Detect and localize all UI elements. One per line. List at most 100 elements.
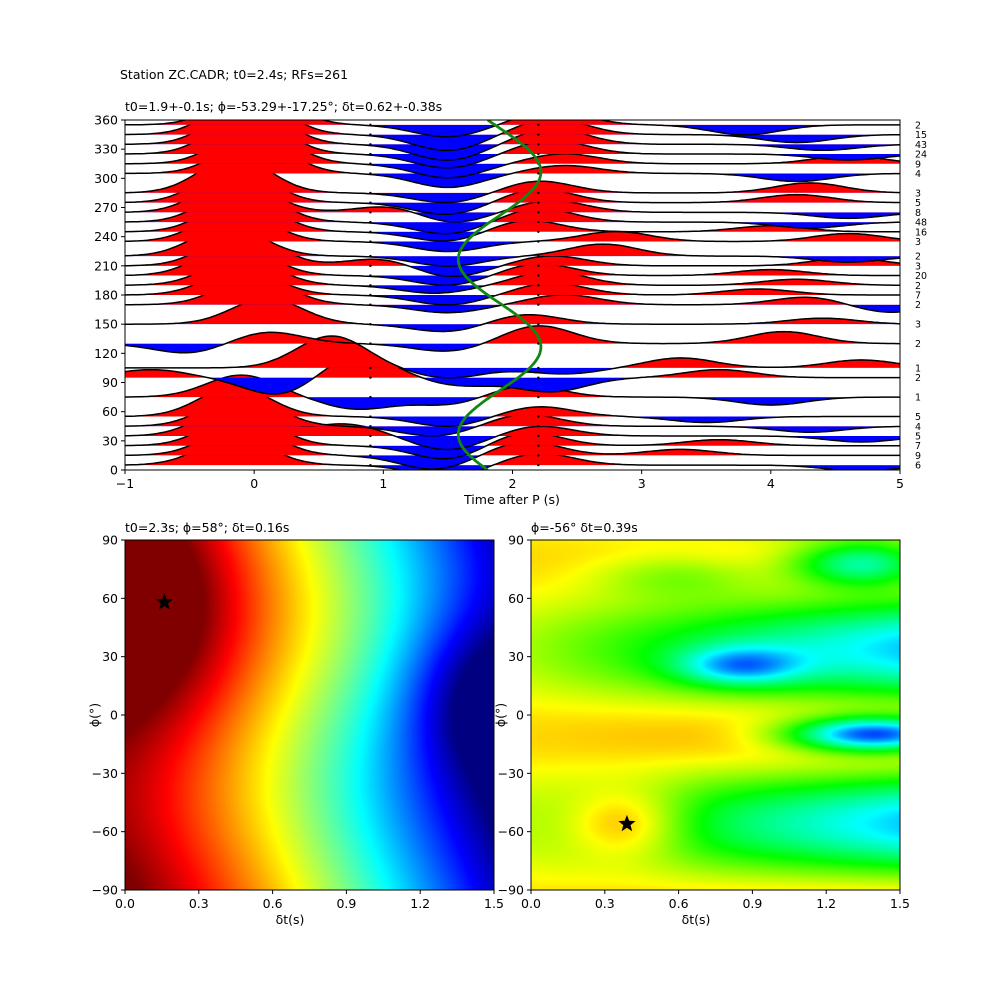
- trace-count-label: 7: [915, 291, 921, 302]
- y-tick-label: 150: [94, 317, 118, 332]
- trace-marker: [369, 303, 372, 306]
- trace-marker: [369, 366, 372, 370]
- trace-marker: [537, 211, 540, 214]
- trace-count-label: 3: [915, 261, 921, 272]
- trace-marker: [369, 172, 372, 175]
- trace-positive-fill: [125, 120, 900, 135]
- x-tick-label: 2: [509, 476, 517, 491]
- trace-count-label: 4: [915, 169, 921, 180]
- trace-marker: [369, 395, 372, 399]
- trace-line: [125, 325, 900, 354]
- wiggle-trace: [125, 325, 900, 354]
- trace-count-label: 7: [915, 441, 921, 452]
- trace-marker: [369, 143, 372, 146]
- trace-marker: [537, 293, 540, 297]
- trace-line: [125, 335, 900, 379]
- y-tick-label: 90: [102, 533, 118, 548]
- y-tick-label: 60: [508, 591, 524, 606]
- trace-negative-fill: [125, 144, 900, 161]
- trace-count-label: 5: [915, 198, 921, 209]
- x-tick-label: 3: [638, 476, 646, 491]
- x-tick-label: 4: [767, 476, 775, 491]
- trace-line: [125, 120, 900, 169]
- y-tick-label: 60: [102, 591, 118, 606]
- delay-curve: [456, 120, 543, 470]
- x-tick-label: 0.9: [336, 896, 356, 911]
- trace-marker: [537, 201, 540, 204]
- best-fit-star-icon: [155, 593, 173, 610]
- trace-positive-fill: [125, 166, 900, 203]
- y-tick-label: 180: [94, 288, 118, 303]
- wiggle-xlabel: Time after P (s): [463, 492, 560, 507]
- trace-negative-fill: [125, 465, 900, 470]
- trace-marker: [537, 463, 540, 467]
- trace-count-label: 2: [915, 300, 921, 311]
- trace-count-label: 15: [915, 130, 927, 141]
- trace-count-label: 20: [915, 271, 927, 282]
- trace-positive-fill: [125, 336, 900, 368]
- trace-marker: [369, 425, 372, 428]
- heatmap-right-xlabel: δt(s): [682, 912, 711, 927]
- heatmap-left-title: t0=2.3s; ϕ=58°; δt=0.16s: [125, 520, 289, 535]
- trace-count-label: 5: [915, 431, 921, 442]
- trace-marker: [537, 123, 540, 127]
- heatmap-left-xlabel: δt(s): [276, 912, 305, 927]
- trace-marker: [369, 254, 372, 258]
- y-tick-label: −30: [92, 766, 118, 781]
- y-tick-label: 60: [102, 404, 118, 419]
- trace-marker: [537, 434, 540, 438]
- trace-negative-fill: [125, 154, 900, 168]
- heatmap-left-axes: 0.0 0.3 0.6 0.9 1.2 1.5 −90 −60 −30 0 30 60 90: [92, 533, 504, 912]
- y-tick-label: 360: [94, 113, 118, 128]
- trace-marker: [537, 415, 540, 418]
- trace-marker: [369, 444, 372, 447]
- trace-positive-fill: [125, 120, 900, 125]
- trace-marker: [369, 434, 372, 438]
- trace-count-label: 3: [915, 237, 921, 248]
- trace-count-label: 9: [915, 451, 921, 462]
- trace-positive-fill: [125, 325, 900, 344]
- trace-marker: [537, 444, 540, 447]
- trace-count-label: 1: [915, 393, 921, 404]
- x-tick-label: 1.2: [816, 896, 836, 911]
- trace-negative-fill: [344, 256, 900, 267]
- trace-negative-fill: [349, 445, 900, 459]
- y-tick-label: −90: [498, 883, 524, 898]
- wiggle-trace: [125, 120, 900, 138]
- trace-count-label: 5: [915, 412, 921, 423]
- y-tick-label: −60: [92, 824, 118, 839]
- trace-count-label: 2: [915, 252, 921, 263]
- trace-marker: [537, 152, 540, 156]
- y-tick-label: −60: [498, 824, 524, 839]
- trace-count-label: 9: [915, 159, 921, 170]
- trace-marker: [537, 303, 540, 306]
- trace-count-label: 3: [915, 188, 921, 199]
- trace-marker: [537, 284, 540, 287]
- trace-negative-fill: [394, 435, 900, 450]
- x-tick-label: 1.5: [890, 896, 910, 911]
- trace-marker: [537, 133, 540, 136]
- trace-positive-fill: [125, 178, 900, 213]
- trace-count-label: 16: [915, 227, 927, 238]
- trace-count-label: 24: [915, 150, 927, 161]
- trace-count-label: 3: [915, 320, 921, 331]
- trace-marker: [537, 264, 540, 268]
- trace-count-label: 48: [915, 218, 927, 229]
- y-tick-label: −90: [92, 883, 118, 898]
- heatmap-right: [531, 540, 900, 890]
- y-tick-label: 30: [508, 649, 524, 664]
- wiggle-traces: [125, 120, 900, 470]
- trace-count-label: 1: [915, 363, 921, 374]
- best-fit-star-icon: [618, 814, 636, 832]
- trace-line: [125, 120, 900, 152]
- trace-marker: [369, 454, 372, 457]
- trace-marker: [537, 342, 540, 345]
- trace-negative-fill: [305, 397, 900, 410]
- y-tick-label: 0: [516, 708, 524, 723]
- trace-marker: [369, 240, 372, 243]
- y-tick-label: 270: [94, 200, 118, 215]
- x-tick-label: 0.0: [521, 896, 541, 911]
- x-tick-label: 0.3: [189, 896, 209, 911]
- trace-marker: [369, 191, 372, 195]
- heatmap-right-title: ϕ=-56° δt=0.39s: [531, 520, 638, 535]
